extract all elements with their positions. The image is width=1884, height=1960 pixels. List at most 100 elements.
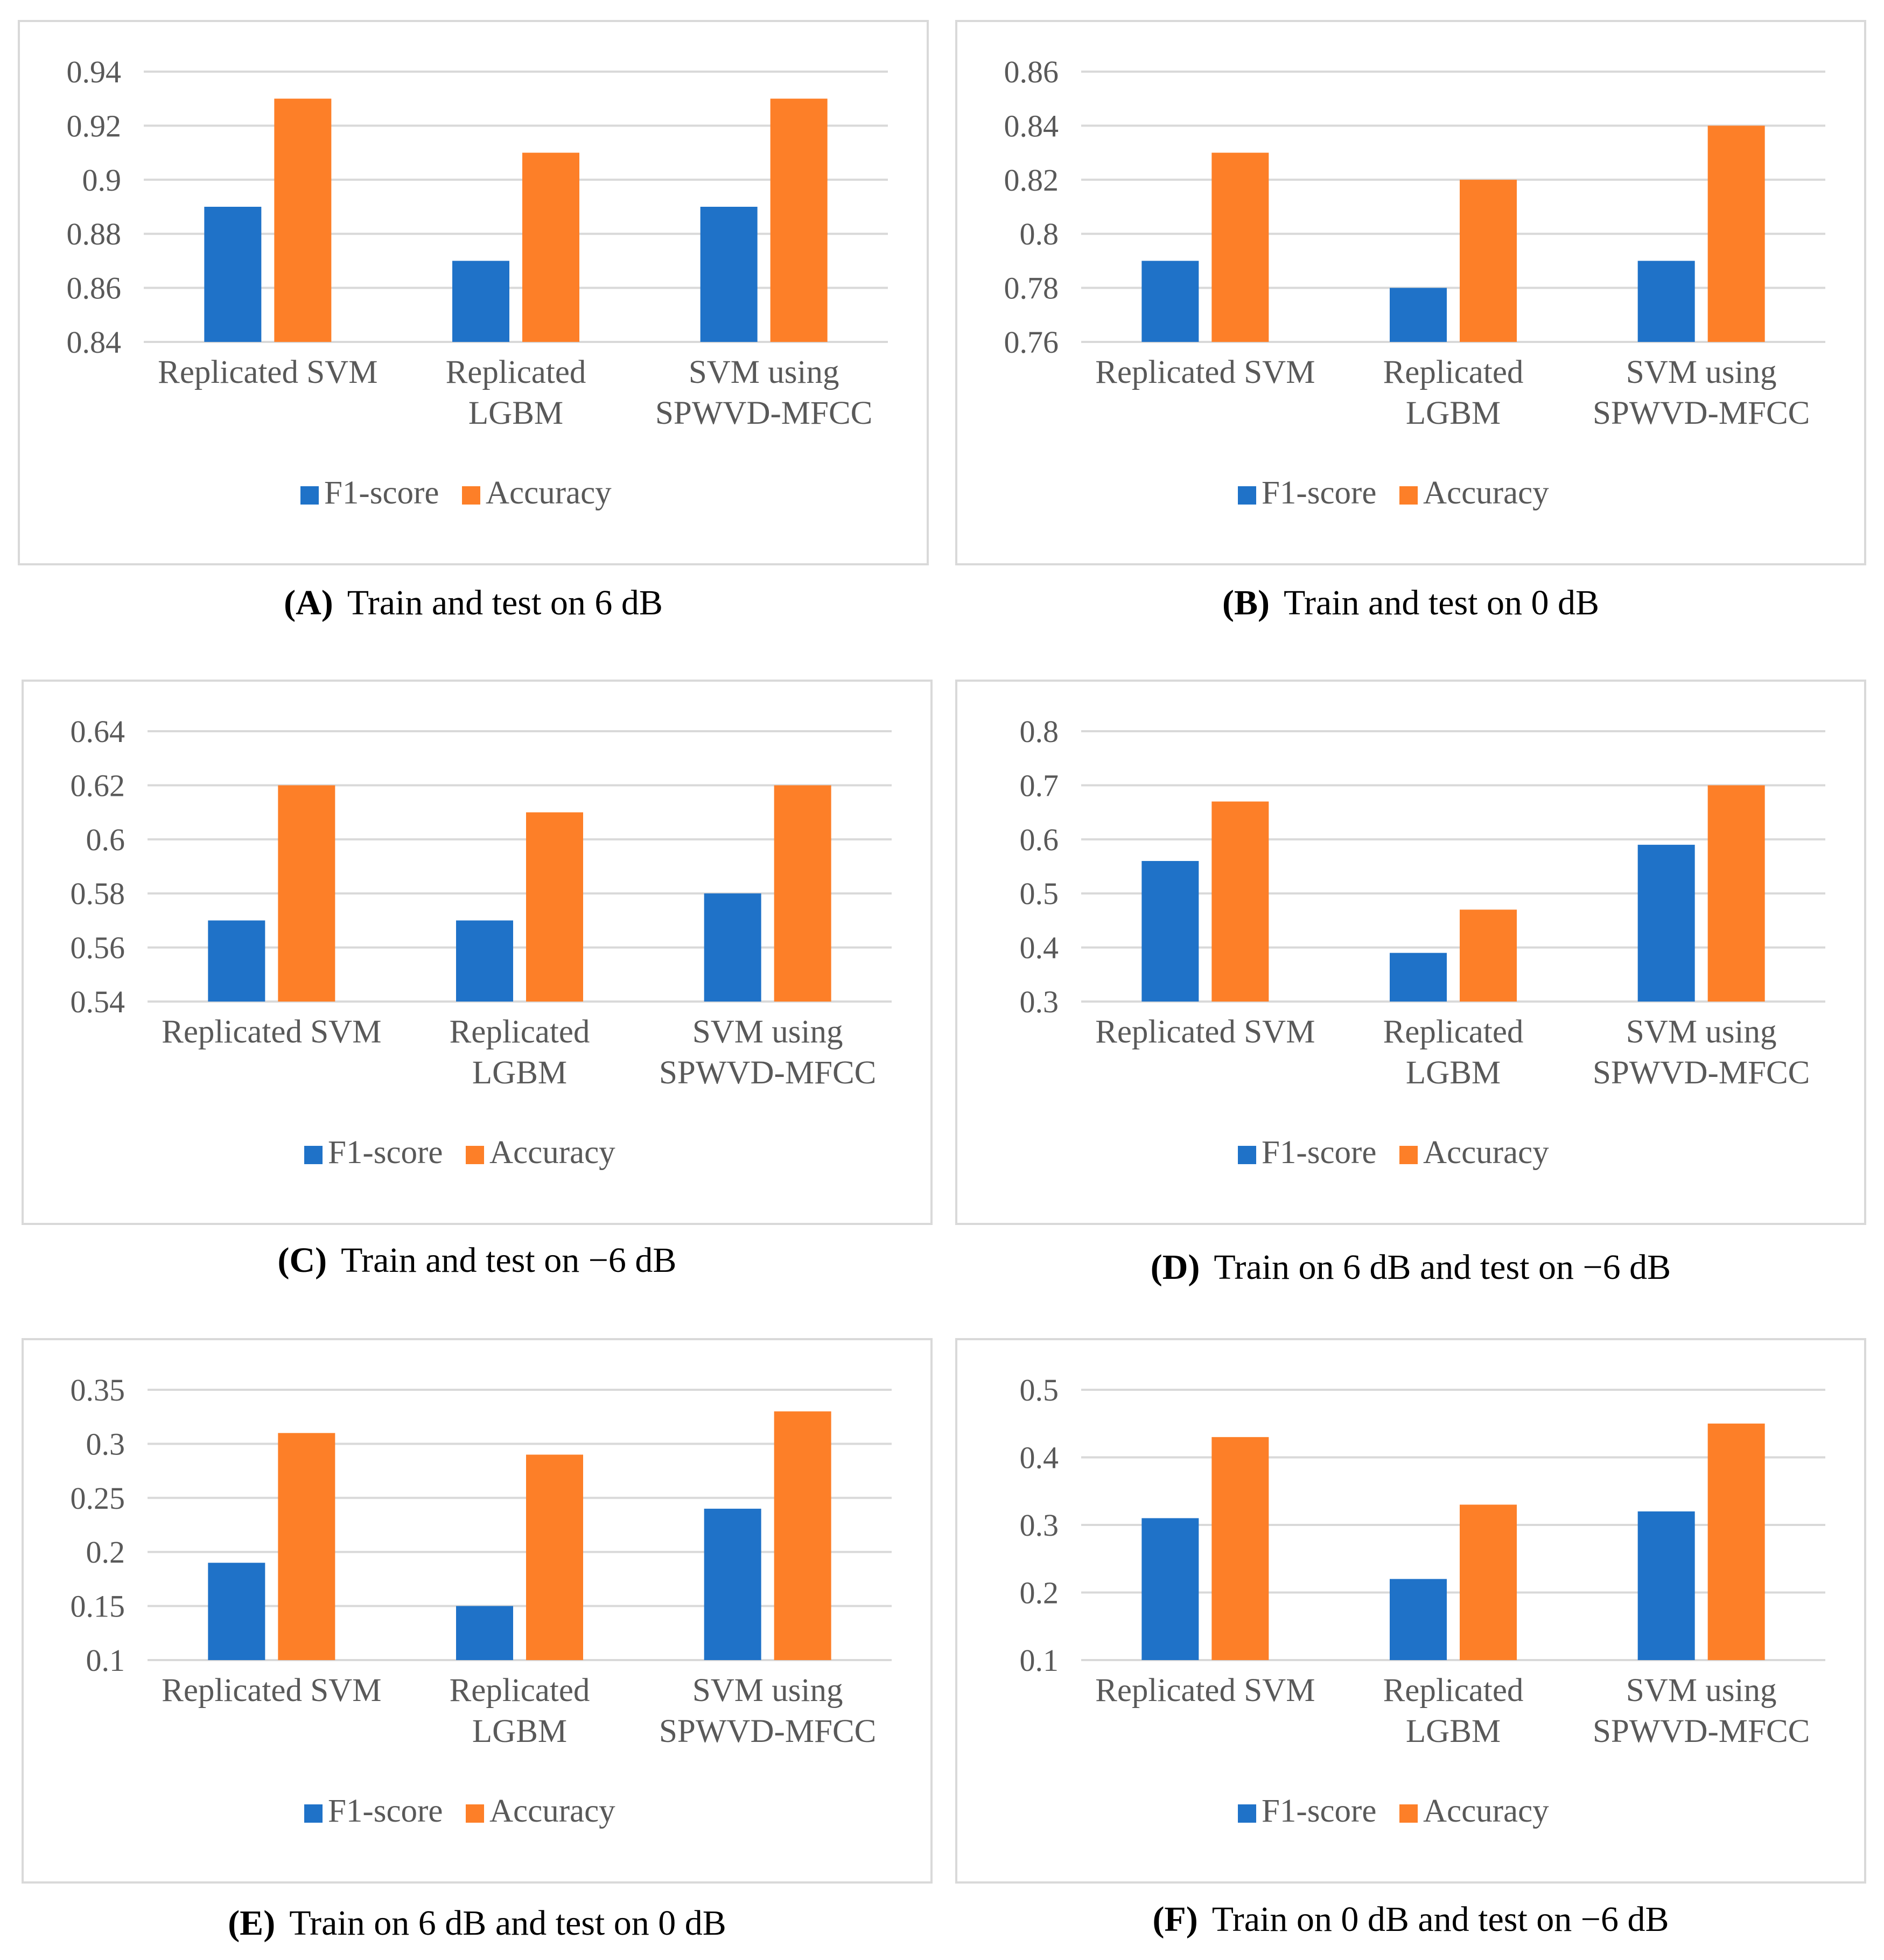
category-label: SPWVD-MFCC (1593, 395, 1810, 431)
legend-swatch-accuracy (1399, 486, 1418, 505)
category-label: SPWVD-MFCC (659, 1055, 876, 1091)
bar-f1-score (208, 920, 265, 1002)
caption-label-b: (B) (1222, 583, 1270, 622)
y-tick-label: 0.82 (1004, 163, 1059, 198)
y-tick-label: 0.3 (86, 1426, 125, 1461)
caption-a: (A) Train and test on 6 dB (18, 583, 929, 624)
y-tick-label: 0.3 (1020, 1508, 1059, 1543)
y-tick-label: 0.1 (1020, 1643, 1059, 1678)
category-label: Replicated (446, 354, 586, 390)
bar-f1-score (204, 207, 262, 342)
bar-chart-d: 0.3 0.4 0.5 0.6 0.7 0.8 Replicated SVM Replicat… (1020, 714, 1825, 1171)
bar-accuracy (526, 1454, 583, 1660)
y-tick-label: 0.6 (1020, 822, 1059, 857)
chart-panel-e: 0.1 0.15 0.2 0.25 0.3 0.35 Replicated SVM Repli… (22, 1338, 933, 1884)
legend-swatch-f1-score (304, 1146, 323, 1164)
legend-label: Accuracy (486, 475, 612, 511)
bar-accuracy (278, 785, 335, 1002)
legend-swatch-accuracy (466, 1804, 484, 1823)
bar-f1-score (1141, 1518, 1199, 1660)
caption-c: (C) Train and test on −6 dB (22, 1240, 933, 1281)
y-tick-label: 0.58 (71, 876, 125, 911)
caption-label-f: (F) (1152, 1900, 1198, 1939)
chart-panel-b: 0.76 0.78 0.8 0.82 0.84 0.86 Replicated SVM Rep… (955, 20, 1866, 565)
caption-text-a: Train and test on 6 dB (347, 583, 663, 622)
y-tick-label: 0.86 (1004, 54, 1059, 89)
legend-swatch-f1-score (1238, 486, 1256, 505)
category-label: Replicated SVM (1095, 1672, 1315, 1709)
bar-accuracy (1460, 1504, 1517, 1660)
y-tick-label: 0.78 (1004, 271, 1059, 306)
legend-label: F1-score (1262, 1135, 1376, 1171)
bar-f1-score (456, 1606, 513, 1660)
bar-accuracy (1707, 785, 1765, 1002)
legend-swatch-f1-score (300, 486, 319, 505)
legend-label: F1-score (1262, 475, 1376, 511)
category-label: LGBM (1406, 1713, 1501, 1749)
y-tick-label: 0.9 (82, 163, 122, 198)
legend-label: Accuracy (489, 1793, 615, 1829)
bar-accuracy (1460, 909, 1517, 1002)
category-label: Replicated SVM (162, 1014, 381, 1050)
legend-label: F1-score (328, 1135, 443, 1171)
bar-f1-score (1141, 261, 1199, 342)
y-tick-label: 0.3 (1020, 984, 1059, 1019)
category-label: Replicated SVM (158, 354, 377, 390)
bar-f1-score (700, 207, 758, 342)
bar-accuracy (278, 1433, 335, 1660)
caption-e: (E) Train on 6 dB and test on 0 dB (22, 1903, 933, 1944)
caption-text-b: Train and test on 0 dB (1283, 583, 1600, 622)
caption-text-f: Train on 0 dB and test on −6 dB (1211, 1900, 1669, 1939)
caption-text-d: Train on 6 dB and test on −6 dB (1214, 1248, 1671, 1287)
category-label: SVM using (1626, 1014, 1777, 1050)
category-label: Replicated (1383, 1014, 1524, 1050)
bar-f1-score (704, 1508, 761, 1660)
category-label: SVM using (1626, 354, 1777, 390)
legend-swatch-f1-score (1238, 1146, 1256, 1164)
caption-label-a: (A) (284, 583, 333, 622)
bar-accuracy (1211, 1437, 1269, 1660)
caption-text-e: Train on 6 dB and test on 0 dB (289, 1903, 726, 1943)
category-label: LGBM (1406, 1055, 1501, 1091)
y-tick-label: 0.6 (86, 822, 125, 857)
category-label: LGBM (1406, 395, 1501, 431)
category-label: LGBM (472, 1055, 567, 1091)
bar-accuracy (774, 1411, 831, 1660)
category-label: SPWVD-MFCC (1593, 1055, 1810, 1091)
y-tick-label: 0.94 (67, 54, 122, 89)
bar-chart-c: 0.54 0.56 0.58 0.6 0.62 0.64 Replicated SVM Rep… (71, 714, 892, 1171)
category-label: Replicated SVM (162, 1672, 381, 1709)
legend-swatch-accuracy (462, 486, 480, 505)
caption-f: (F) Train on 0 dB and test on −6 dB (955, 1899, 1866, 1940)
bar-chart-f: 0.1 0.2 0.3 0.4 0.5 Replicated SVM Replicated L… (1020, 1373, 1825, 1829)
y-tick-label: 0.64 (71, 714, 125, 749)
bar-accuracy (1707, 1423, 1765, 1660)
y-tick-label: 0.2 (86, 1535, 125, 1570)
bar-accuracy (1707, 125, 1765, 342)
legend-label: Accuracy (1423, 475, 1549, 511)
y-tick-label: 0.1 (86, 1643, 125, 1678)
bar-f1-score (1637, 1511, 1695, 1660)
category-label: Replicated (1383, 354, 1524, 390)
y-tick-label: 0.5 (1020, 876, 1059, 911)
category-label: SPWVD-MFCC (659, 1713, 876, 1749)
bar-f1-score (1390, 1579, 1447, 1660)
legend-swatch-accuracy (466, 1146, 484, 1164)
category-label: SVM using (692, 1014, 843, 1050)
y-tick-label: 0.62 (71, 768, 125, 803)
bar-chart-e: 0.1 0.15 0.2 0.25 0.3 0.35 Replicated SVM Repli… (71, 1373, 892, 1829)
category-label: LGBM (472, 1713, 567, 1749)
y-tick-label: 0.4 (1020, 930, 1059, 965)
category-label: Replicated SVM (1095, 1014, 1315, 1050)
bar-accuracy (274, 99, 332, 342)
bar-f1-score (208, 1563, 265, 1660)
caption-text-c: Train and test on −6 dB (341, 1241, 677, 1280)
y-tick-label: 0.54 (71, 984, 125, 1019)
y-tick-label: 0.8 (1020, 216, 1059, 251)
legend-label: Accuracy (489, 1135, 615, 1171)
legend-swatch-accuracy (1399, 1804, 1418, 1823)
caption-label-d: (D) (1150, 1248, 1200, 1287)
bar-accuracy (1460, 179, 1517, 342)
category-label: Replicated (1383, 1672, 1524, 1709)
bar-f1-score (704, 893, 761, 1002)
